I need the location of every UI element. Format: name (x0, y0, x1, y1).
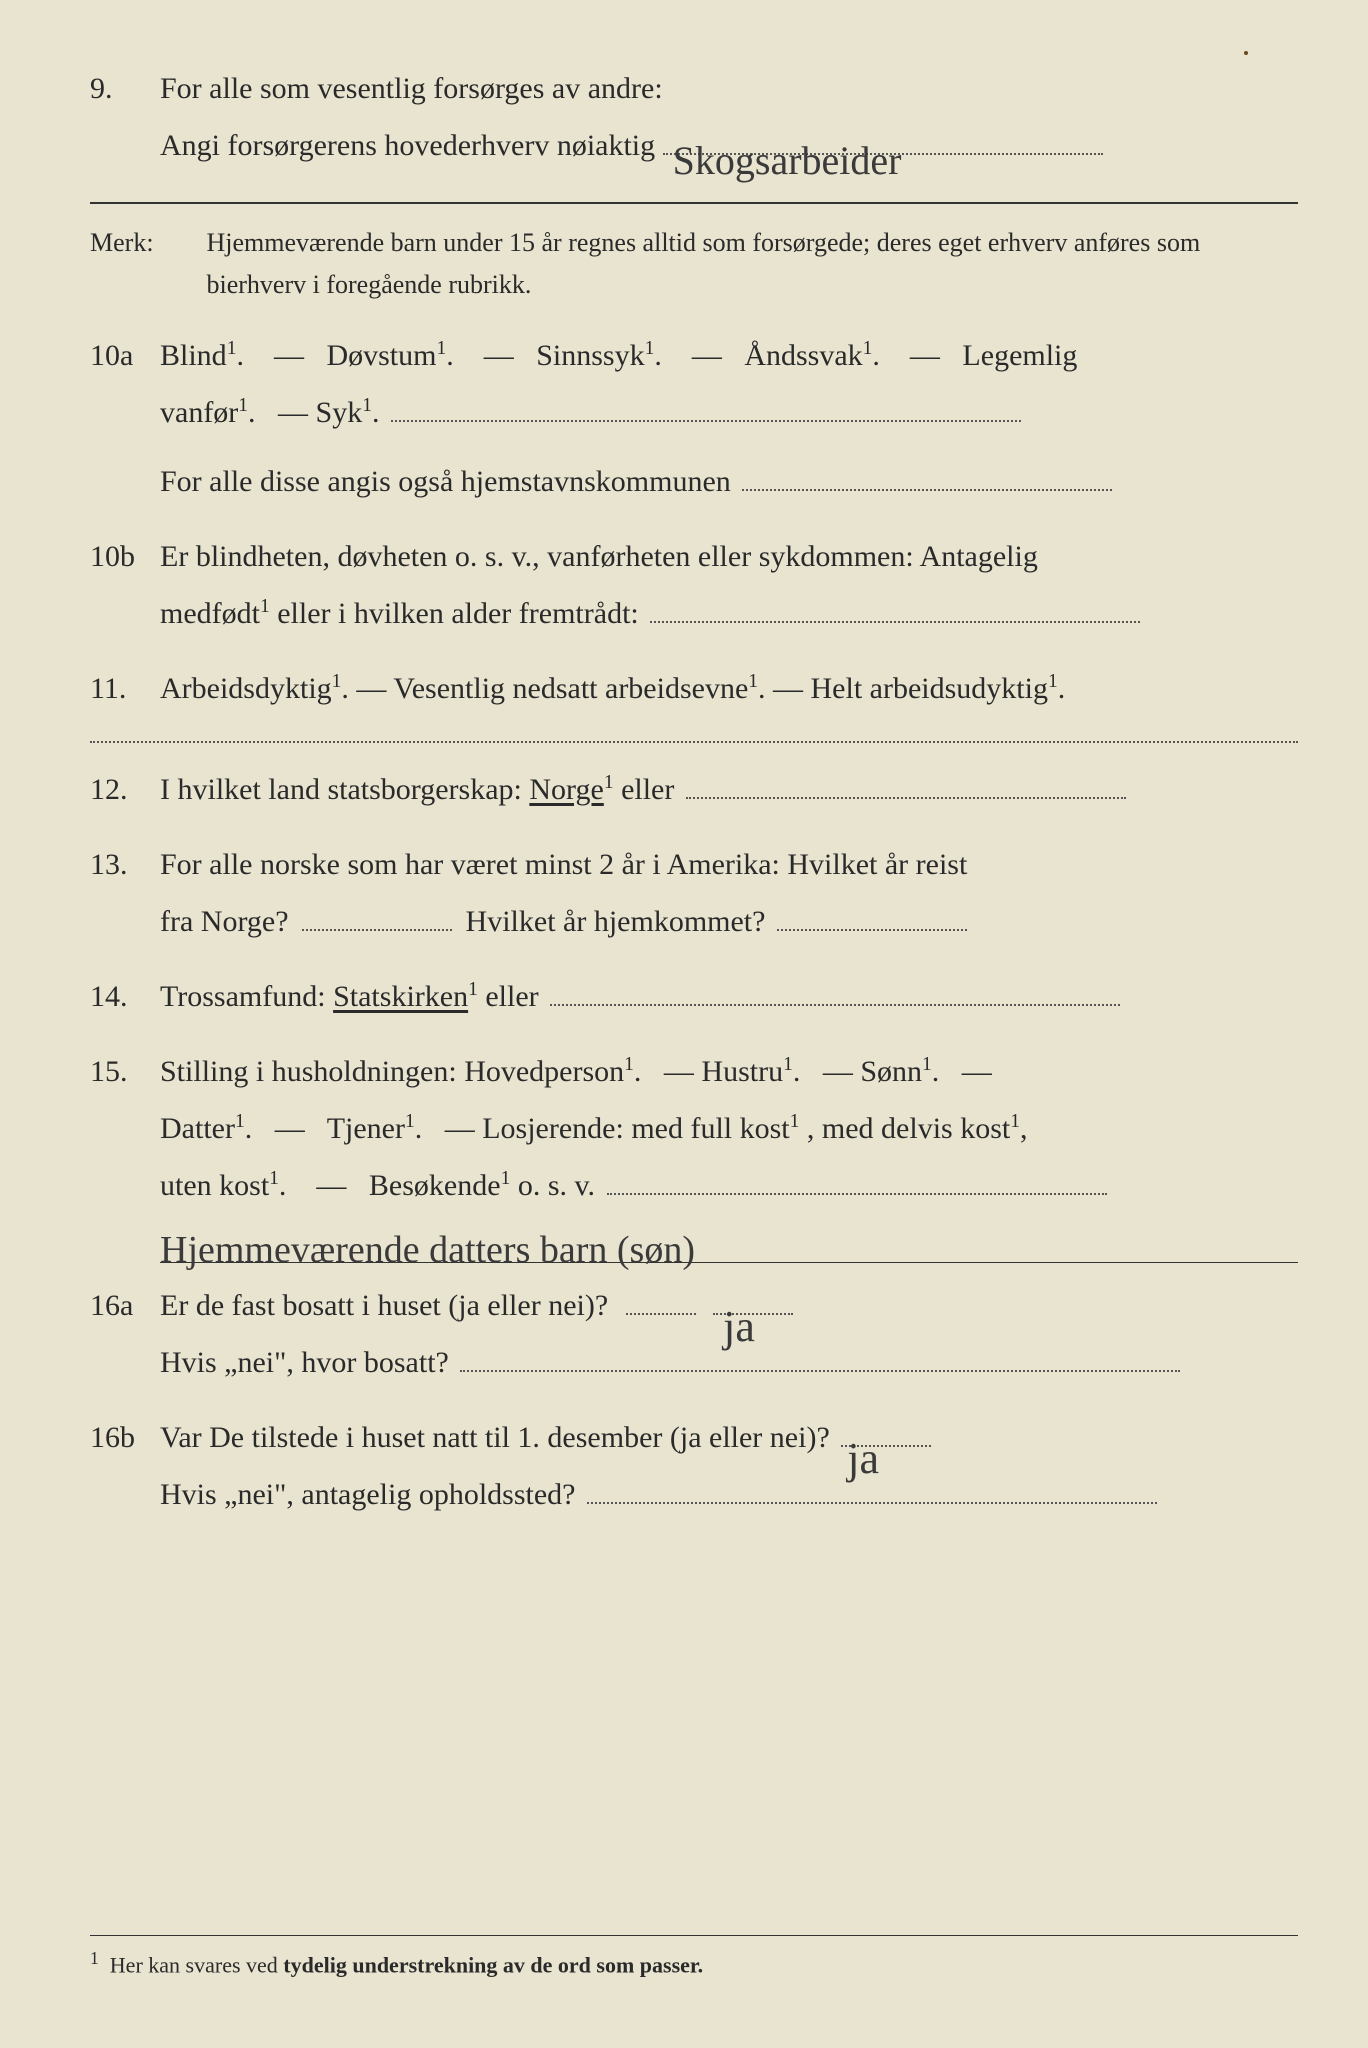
question-13: 13. For alle norske som har været minst … (90, 836, 1298, 950)
q12-norge: Norge (529, 773, 603, 806)
q15-handwritten-line: Hjemmeværende datters barn (søn) (160, 1222, 1298, 1263)
merk-text: Hjemmeværende barn under 15 år regnes al… (207, 222, 1295, 305)
footnote-bold: tydelig understrekning av de ord som pas… (283, 1952, 703, 1977)
q10b-post: eller i hvilken alder fremtrådt: (277, 597, 639, 630)
q9-num: 9. (90, 60, 160, 117)
divider-2 (90, 741, 1298, 743)
q16b-line1: Var De tilstede i huset natt til 1. dese… (160, 1421, 830, 1454)
q9-handwritten: Skogsarbeider (673, 123, 902, 199)
question-16a: 16a Er de fast bosatt i huset (ja eller … (90, 1277, 1298, 1391)
q15-losj: Losjerende: med full kost (482, 1112, 789, 1145)
q12-post: eller (621, 773, 674, 806)
q14-num: 14. (90, 968, 160, 1025)
q15-pre: Stilling i husholdningen: Hovedperson (160, 1055, 624, 1088)
question-12: 12. I hvilket land statsborgerskap: Norg… (90, 761, 1298, 818)
q10a-legemlig: Legemlig (962, 339, 1077, 372)
question-11: 11. Arbeidsdyktig1. — Vesentlig nedsatt … (90, 660, 1298, 717)
q10a-dovstum: Døvstum (326, 339, 436, 372)
q9-line2-pre: Angi forsørgerens hovederhverv nøiaktig (160, 129, 655, 162)
q13-hjem: Hvilket år hjemkommet? (466, 905, 766, 938)
q10a-syk: Syk (316, 396, 363, 429)
q15-osv: o. s. v. (518, 1169, 595, 1202)
q13-num: 13. (90, 836, 160, 893)
question-14: 14. Trossamfund: Statskirken1 eller (90, 968, 1298, 1025)
q16a-num: 16a (90, 1277, 160, 1334)
q16a-line2: Hvis „nei", hvor bosatt? (160, 1346, 449, 1379)
q10a-sinnsyk: Sinnssyk (536, 339, 644, 372)
q16a-hw: ja (723, 1285, 755, 1369)
q9-line1: For alle som vesentlig forsørges av andr… (160, 60, 1298, 117)
q15-uten: uten kost (160, 1169, 269, 1202)
q11-num: 11. (90, 660, 160, 717)
q13-line1: For alle norske som har været minst 2 år… (160, 836, 1298, 893)
q15-handwritten: Hjemmeværende datters barn (søn) (160, 1228, 695, 1272)
q10a-vanfor: vanfør (160, 396, 238, 429)
q15-besok: Besøkende (369, 1169, 501, 1202)
q16b-line2: Hvis „nei", antagelig opholdssted? (160, 1478, 576, 1511)
q13-fra: fra Norge? (160, 905, 289, 938)
q10b-line1: Er blindheten, døvheten o. s. v., vanfør… (160, 528, 1298, 585)
q10b-medfodt: medfødt (160, 597, 260, 630)
q15-hustru: Hustru (701, 1055, 783, 1088)
question-10a: 10a Blind1. — Døvstum1. — Sinnssyk1. — Å… (90, 327, 1298, 510)
q14-post: eller (485, 980, 538, 1013)
q15-num: 15. (90, 1043, 160, 1100)
q15-sonn: Sønn (860, 1055, 922, 1088)
q14-stat: Statskirken (333, 980, 468, 1013)
q11-a: Arbeidsdyktig (160, 672, 332, 705)
q11-c: Helt arbeidsudyktig (811, 672, 1048, 705)
footnote-sup: 1 (90, 1948, 99, 1968)
q15-tjener: Tjener (327, 1112, 405, 1145)
q10a-andssvak: Åndssvak (744, 339, 862, 372)
question-16b: 16b Var De tilstede i huset natt til 1. … (90, 1409, 1298, 1523)
q16b-num: 16b (90, 1409, 160, 1466)
q15-delvis: , med delvis kost (807, 1112, 1010, 1145)
question-15: 15. Stilling i husholdningen: Hovedperso… (90, 1043, 1298, 1214)
q11-b: Vesentlig nedsatt arbeidsevne (393, 672, 748, 705)
q10a-line3: For alle disse angis også hjemstavnskomm… (160, 465, 731, 498)
question-10b: 10b Er blindheten, døvheten o. s. v., va… (90, 528, 1298, 642)
q15-datter: Datter (160, 1112, 235, 1145)
q12-num: 12. (90, 761, 160, 818)
question-9: 9. For alle som vesentlig forsørges av a… (90, 60, 1298, 174)
q10b-num: 10b (90, 528, 160, 585)
q10a-blind: Blind (160, 339, 227, 372)
q12-pre: I hvilket land statsborgerskap: (160, 773, 529, 806)
scan-mark (1244, 44, 1248, 62)
merk-label: Merk: (90, 222, 200, 264)
q16a-line1: Er de fast bosatt i huset (ja eller nei)… (160, 1289, 608, 1322)
footnote-pre: Her kan svares ved (110, 1952, 284, 1977)
merk-note: Merk: Hjemmeværende barn under 15 år reg… (90, 222, 1298, 305)
q14-pre: Trossamfund: (160, 980, 333, 1013)
divider-1 (90, 202, 1298, 204)
q10a-num: 10a (90, 327, 160, 384)
q16b-hw: ja (847, 1417, 879, 1501)
footnote: 1 Her kan svares ved tydelig understrekn… (90, 1935, 1298, 1978)
